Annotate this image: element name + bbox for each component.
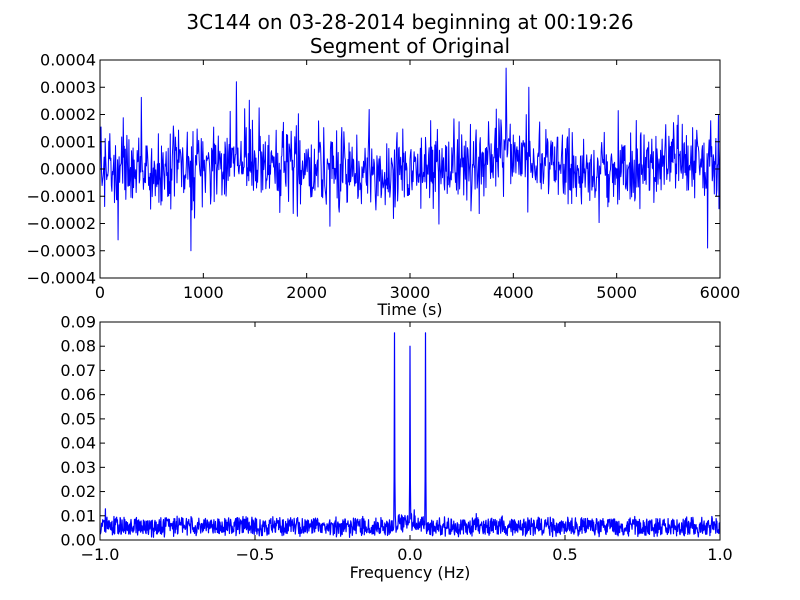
time-series-ytick-label: −0.0002	[27, 214, 96, 233]
spectrum-line-group	[99, 332, 721, 538]
spectrum-xtick-label: −1.0	[81, 545, 120, 564]
time-series-xtick-label: 4000	[493, 283, 534, 302]
time-series-ytick-label: 0.0002	[40, 105, 96, 124]
spectrum-ytick-label: 0.03	[60, 458, 96, 477]
time-series-line-group	[99, 67, 721, 252]
time-series-xtick-label: 3000	[390, 283, 431, 302]
spectrum-ytick-label: 0.04	[60, 434, 96, 453]
time-series-ytick-label: 0.0004	[40, 51, 96, 70]
spectrum-ytick-label: 0.02	[60, 482, 96, 501]
time-series-ytick-label: −0.0004	[27, 269, 96, 288]
figure-title-line1: 3C144 on 03-28-2014 beginning at 00:19:2…	[186, 10, 633, 34]
time-series-xlabel: Time (s)	[376, 300, 442, 319]
spectrum-xtick-label: 0.0	[397, 545, 422, 564]
spectrum-xlabel: Frequency (Hz)	[350, 563, 471, 582]
spectrum-ytick-label: 0.05	[60, 409, 96, 428]
time-series-ytick-label: 0.0000	[40, 160, 96, 179]
spectrum-ytick-label: 0.00	[60, 531, 96, 550]
time-series-ytick-label: −0.0003	[27, 241, 96, 260]
time-series-ytick-label: −0.0001	[27, 187, 96, 206]
time-series-ticks: 0 1000 2000 3000 4000 5000 6000 −0.0004 −0.0003 −…	[27, 51, 741, 303]
time-series-xtick-label: 0	[95, 283, 105, 302]
spectrum-axes-frame	[99, 321, 721, 541]
time-series-xtick-label: 5000	[596, 283, 637, 302]
time-series-xtick-label: 1000	[183, 283, 224, 302]
spectrum-xtick-label: 0.5	[552, 545, 577, 564]
spectrum-xtick-label: 1.0	[707, 545, 732, 564]
time-series-xtick-label: 6000	[700, 283, 741, 302]
spectrum-plot: −1.0 −0.5 0.0 0.5 1.0 0.00 0.01 0.02 0.03 0.04 0.0…	[60, 313, 732, 583]
time-series-axes-frame	[99, 59, 721, 279]
spectrum-xtick-label: −0.5	[236, 545, 275, 564]
spectrum-ytick-label: 0.08	[60, 337, 96, 356]
time-series-plot: 0 1000 2000 3000 4000 5000 6000 −0.0004 −0.0003 −…	[27, 51, 741, 320]
spectrum-line	[99, 332, 721, 538]
time-series-ytick-label: 0.0003	[40, 78, 96, 97]
spectrum-ytick-label: 0.09	[60, 313, 96, 332]
spectrum-ticks: −1.0 −0.5 0.0 0.5 1.0 0.00 0.01 0.02 0.03 0.04 0.0…	[60, 313, 732, 565]
time-series-ytick-label: 0.0001	[40, 132, 96, 151]
spectrum-ytick-label: 0.07	[60, 361, 96, 380]
time-series-line	[99, 67, 721, 252]
spectrum-ytick-label: 0.01	[60, 506, 96, 525]
spectrum-ytick-label: 0.06	[60, 385, 96, 404]
time-series-xtick-label: 2000	[286, 283, 327, 302]
figure-title-line2: Segment of Original	[310, 34, 510, 58]
